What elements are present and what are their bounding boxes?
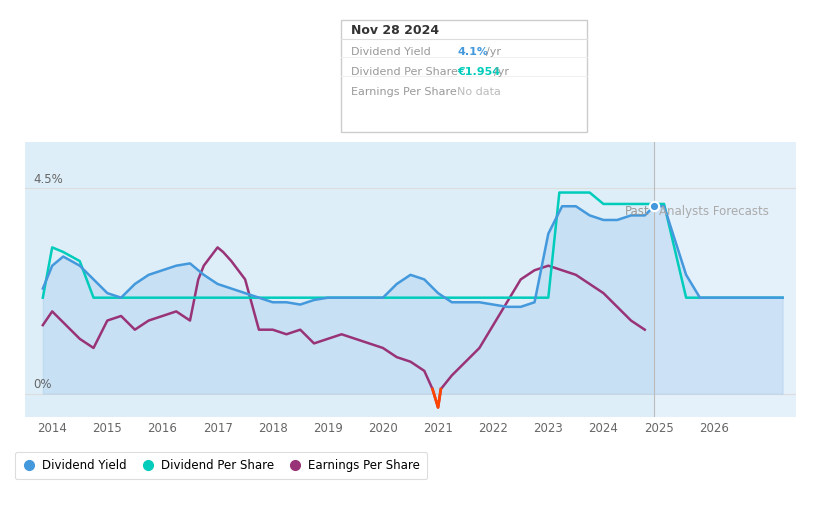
Text: Analysts Forecasts: Analysts Forecasts bbox=[658, 205, 768, 218]
Bar bbox=[25, 142, 654, 417]
Text: 4.1%: 4.1% bbox=[457, 47, 488, 57]
Point bbox=[648, 202, 661, 210]
Bar bbox=[654, 142, 796, 417]
Legend: Dividend Yield, Dividend Per Share, Earnings Per Share: Dividend Yield, Dividend Per Share, Earn… bbox=[15, 452, 428, 479]
Text: Past: Past bbox=[625, 205, 649, 218]
Text: Earnings Per Share: Earnings Per Share bbox=[351, 87, 456, 98]
Text: /yr: /yr bbox=[494, 67, 509, 77]
Text: 0%: 0% bbox=[33, 378, 52, 392]
Text: 4.5%: 4.5% bbox=[33, 173, 62, 186]
Text: Dividend Yield: Dividend Yield bbox=[351, 47, 430, 57]
Text: Dividend Per Share: Dividend Per Share bbox=[351, 67, 457, 77]
Text: No data: No data bbox=[457, 87, 501, 98]
Text: €1.954: €1.954 bbox=[457, 67, 501, 77]
Text: /yr: /yr bbox=[486, 47, 501, 57]
Text: Nov 28 2024: Nov 28 2024 bbox=[351, 24, 438, 38]
